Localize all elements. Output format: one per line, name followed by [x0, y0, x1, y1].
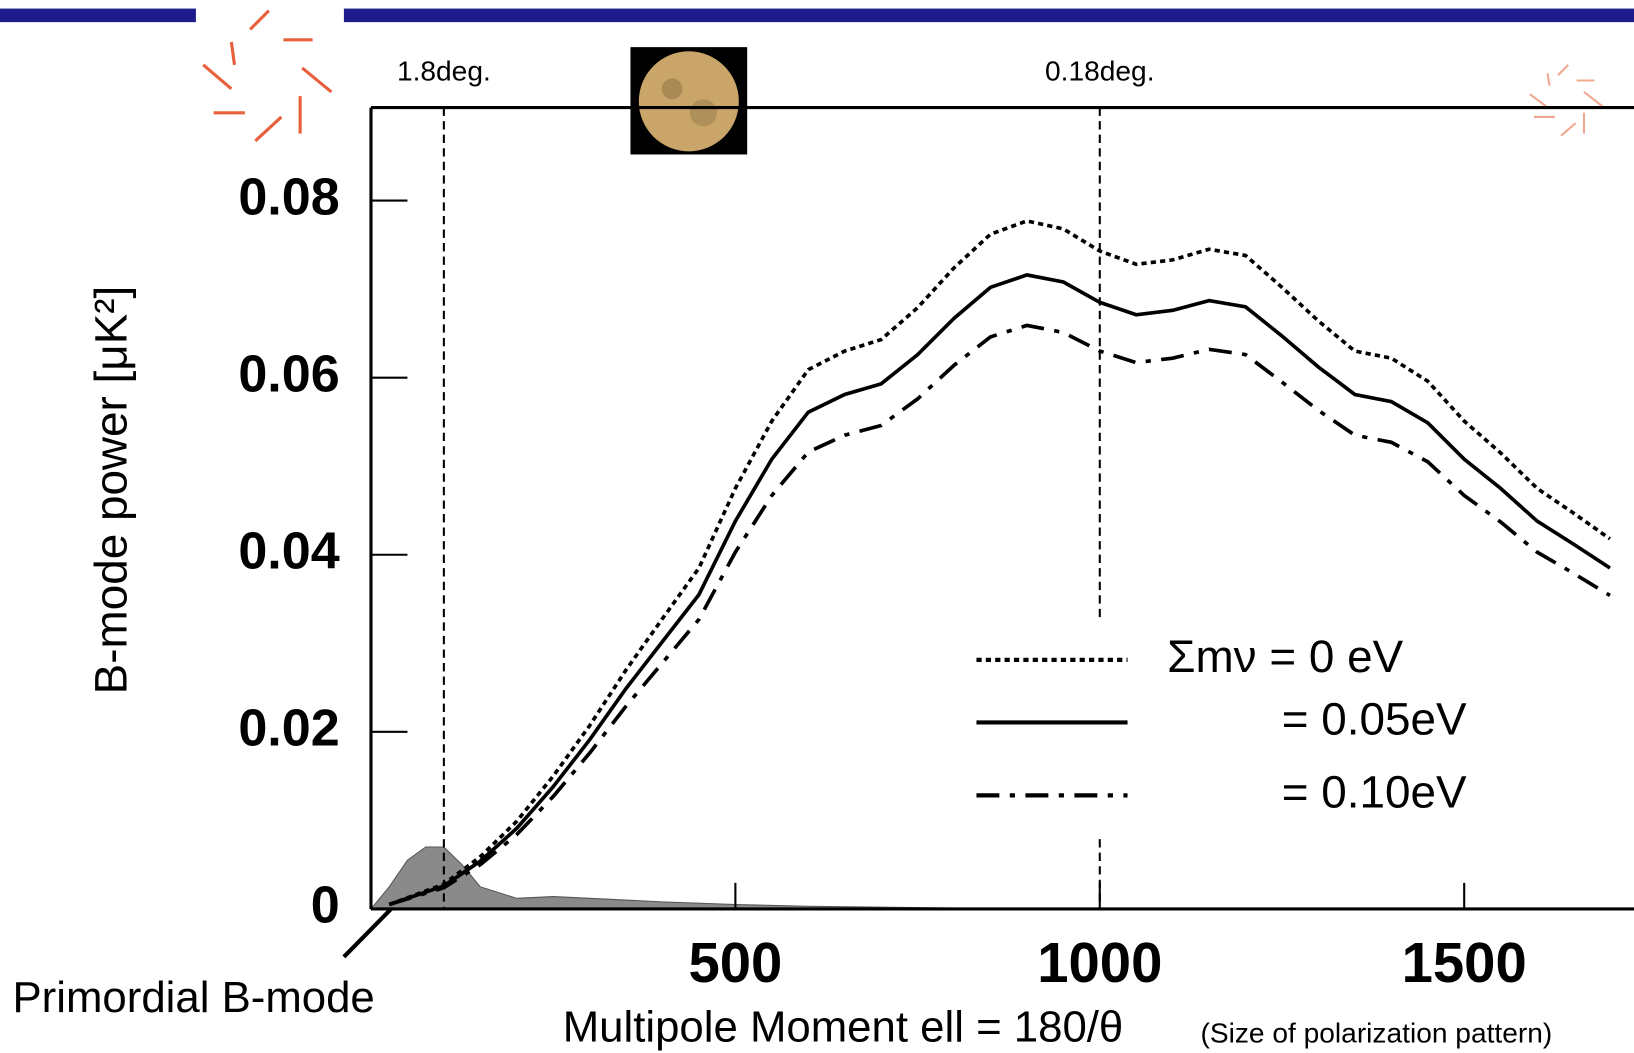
x-tick-label: 500 [688, 931, 782, 994]
line-series [388, 323, 1611, 907]
moon [638, 51, 739, 152]
y-tick-label: 0.04 [238, 523, 339, 581]
header-bar [0, 8, 196, 23]
logo-icon-small [1529, 64, 1604, 137]
x-tick-label: 1000 [1037, 931, 1162, 994]
moon-crater [689, 99, 717, 127]
legend-background [958, 620, 1522, 834]
line-series [388, 273, 1611, 907]
moon-crater [661, 78, 683, 100]
y-tick-label: 0.06 [238, 345, 339, 403]
marker-label: 1.8deg. [397, 56, 491, 87]
x-axis-subtitle: (Size of polarization pattern) [1200, 1017, 1552, 1048]
x-tick-label: 1500 [1402, 931, 1527, 994]
legend-label: Σmν = 0 eV [1167, 630, 1403, 682]
header-bar [343, 8, 1634, 23]
legend-label: = 0.05eV [1282, 693, 1467, 745]
y-axis-title: B-mode power [μK²] [85, 286, 137, 695]
annotation: Primordial B-mode [13, 973, 375, 1022]
y-tick-label: 0.08 [238, 168, 339, 226]
marker-label: 0.18deg. [1045, 56, 1154, 87]
legend-label: = 0.10eV [1282, 765, 1467, 817]
line-series [388, 219, 1611, 907]
y-tick-label: 0.02 [238, 700, 339, 758]
logo-icon [202, 9, 333, 143]
x-axis-title: Multipole Moment ell = 180/θ [563, 1002, 1124, 1051]
y-tick-label: 0 [311, 877, 340, 935]
